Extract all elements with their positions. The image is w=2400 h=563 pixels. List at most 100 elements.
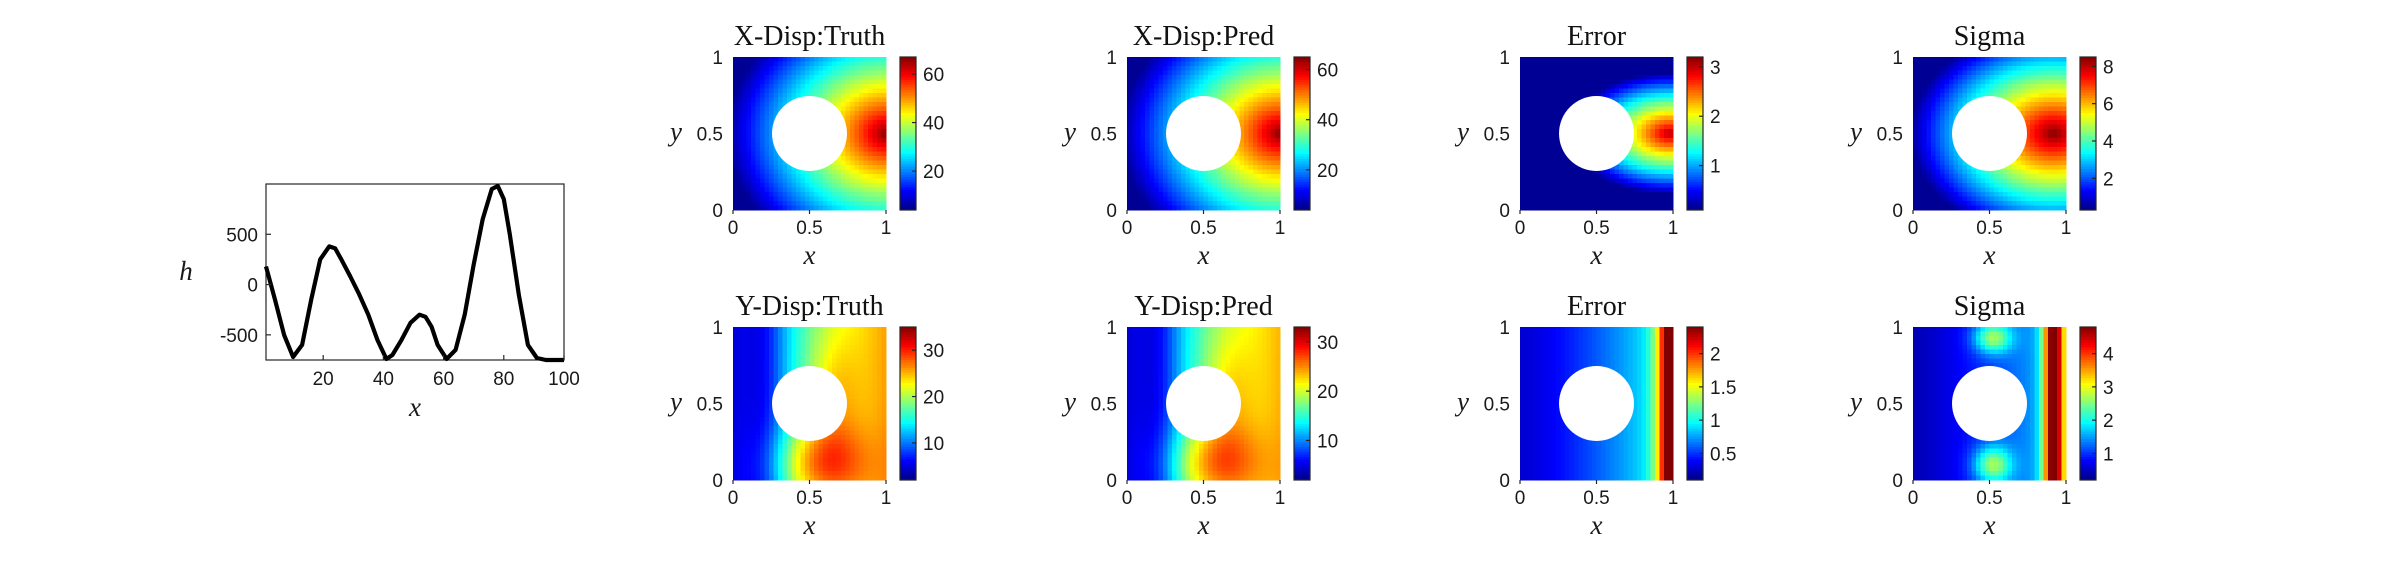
heatmap-cell xyxy=(769,66,775,72)
colorbar-band xyxy=(900,179,916,183)
heatmap-cell xyxy=(1655,147,1661,153)
colorbar-band xyxy=(1687,115,1703,119)
heatmap-cell xyxy=(845,133,851,139)
heatmap-cell xyxy=(1275,124,1281,130)
heatmap-cell xyxy=(854,138,860,144)
heatmap-cell xyxy=(854,57,860,63)
heatmap-cell xyxy=(845,61,851,67)
heatmap-cell xyxy=(1248,192,1254,198)
heatmap-cell xyxy=(881,88,887,94)
heatmap-cell xyxy=(1275,79,1281,85)
heatmap-cell xyxy=(1583,169,1589,175)
heatmap-cell xyxy=(1194,57,1200,63)
heatmap-cell xyxy=(1632,201,1638,207)
colorbar-band xyxy=(1294,151,1310,155)
heatmap-cell xyxy=(1221,201,1227,207)
heatmap-cell xyxy=(782,97,788,103)
heatmap-cell xyxy=(1628,111,1634,117)
heatmap-cell xyxy=(769,147,775,153)
heatmap-cell xyxy=(1239,196,1245,202)
heatmap-cell xyxy=(877,93,883,99)
heatmap-cell xyxy=(1149,57,1155,63)
heatmap-cell xyxy=(1931,97,1937,103)
heatmap-cell xyxy=(1239,120,1245,126)
heatmap-cell xyxy=(827,183,833,189)
heatmap-cell xyxy=(1208,205,1214,211)
heatmap-cell xyxy=(859,84,865,90)
colorbar xyxy=(2080,57,2096,211)
heatmap-cell xyxy=(1230,61,1236,67)
heatmap-cell xyxy=(760,111,766,117)
heatmap-cell xyxy=(1194,174,1200,180)
heatmap-cell xyxy=(1145,165,1151,171)
heatmap-cell xyxy=(1931,165,1937,171)
heatmap-cell xyxy=(872,115,878,121)
heatmap-cell xyxy=(1926,142,1932,148)
heatmap-cell xyxy=(2003,196,2009,202)
heatmap-cell xyxy=(1131,93,1137,99)
heatmap-cell xyxy=(2039,178,2045,184)
y-tick-label: 1 xyxy=(1106,48,1117,69)
hole xyxy=(1952,96,2027,171)
colorbar-band xyxy=(900,192,916,196)
heatmap-cell xyxy=(1565,66,1571,72)
heatmap-cell xyxy=(1632,133,1638,139)
heatmap-cell xyxy=(1244,147,1250,153)
heatmap-cell xyxy=(751,111,757,117)
heatmap-cell xyxy=(1610,66,1616,72)
x-tick-label: 0 xyxy=(1515,218,1526,239)
heatmap-cell xyxy=(1127,156,1133,162)
heatmap-cell xyxy=(1145,169,1151,175)
heatmap-cell xyxy=(1659,61,1665,67)
heatmap-cell xyxy=(1641,102,1647,108)
heatmap-cell xyxy=(845,196,851,202)
heatmap-cell xyxy=(733,372,739,378)
heatmap-cell xyxy=(1136,129,1142,135)
heatmap-cell xyxy=(823,70,829,76)
heatmap-cell xyxy=(1664,205,1670,211)
heatmap-cell xyxy=(832,205,838,211)
heatmap-cell xyxy=(1592,84,1598,90)
heatmap-cell xyxy=(1998,169,2004,175)
heatmap-cell xyxy=(1538,151,1544,157)
heatmap-cell xyxy=(800,79,806,85)
heatmap-cell xyxy=(818,79,824,85)
heatmap-cell xyxy=(1127,165,1133,171)
heatmap-cell xyxy=(1131,61,1137,67)
heatmap-cell xyxy=(1199,201,1205,207)
heatmap-cell xyxy=(1149,115,1155,121)
heatmap-cell xyxy=(1163,84,1169,90)
heatmap-cell xyxy=(782,196,788,202)
heatmap-cell xyxy=(1587,183,1593,189)
heatmap-cell xyxy=(2030,160,2036,166)
heatmap-cell xyxy=(1542,133,1548,139)
heatmap-cell xyxy=(1623,88,1629,94)
heatmap-cell xyxy=(1628,165,1634,171)
heatmap-cell xyxy=(2057,84,2063,90)
heatmap-cell xyxy=(778,97,784,103)
heatmap-cell xyxy=(755,156,761,162)
heatmap-cell xyxy=(863,156,869,162)
heatmap-cell xyxy=(1967,93,1973,99)
heatmap-cell xyxy=(1574,61,1580,67)
heatmap-cell xyxy=(746,142,752,148)
heatmap-cell xyxy=(877,138,883,144)
heatmap-cell xyxy=(1913,120,1919,126)
heatmap-cell xyxy=(859,174,865,180)
heatmap-cell xyxy=(778,66,784,72)
heatmap-cell xyxy=(1935,165,1941,171)
heatmap-cell xyxy=(733,115,739,121)
heatmap-cell xyxy=(1944,115,1950,121)
heatmap-cell xyxy=(1131,75,1137,81)
heatmap-cell xyxy=(1524,169,1530,175)
heatmap-cell xyxy=(2052,115,2058,121)
heatmap-cell xyxy=(751,196,757,202)
heatmap-cell xyxy=(2039,133,2045,139)
heatmap-cell xyxy=(1650,97,1656,103)
heatmap-cell xyxy=(1163,178,1169,184)
heatmap-cell xyxy=(854,97,860,103)
heatmap-cell xyxy=(1248,120,1254,126)
heatmap-cell xyxy=(1140,120,1146,126)
heatmap-cell xyxy=(1985,93,1991,99)
heatmap-cell xyxy=(1253,151,1259,157)
